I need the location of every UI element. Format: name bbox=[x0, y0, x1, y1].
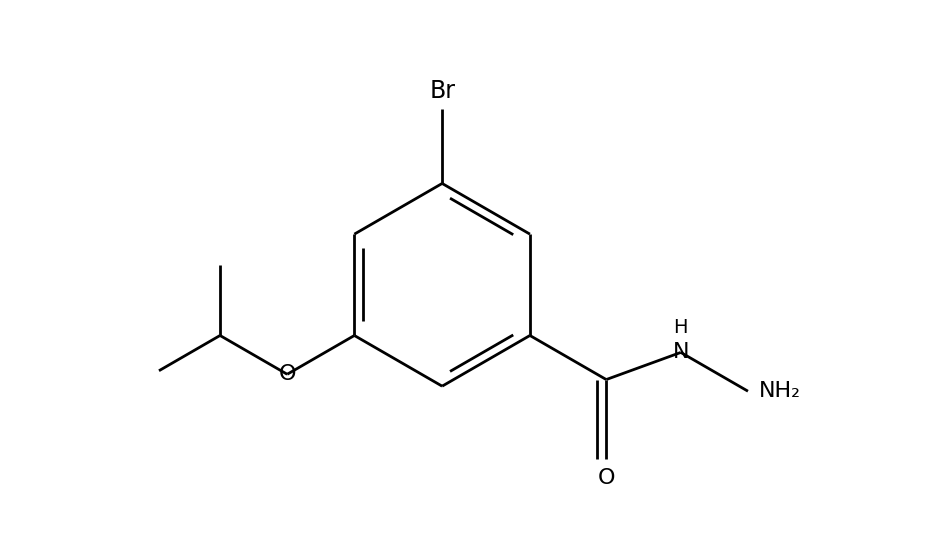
Text: NH₂: NH₂ bbox=[759, 381, 800, 401]
Text: H: H bbox=[674, 317, 688, 337]
Text: Br: Br bbox=[429, 79, 455, 103]
Text: O: O bbox=[598, 468, 615, 488]
Text: N: N bbox=[673, 342, 689, 363]
Text: O: O bbox=[278, 364, 296, 384]
